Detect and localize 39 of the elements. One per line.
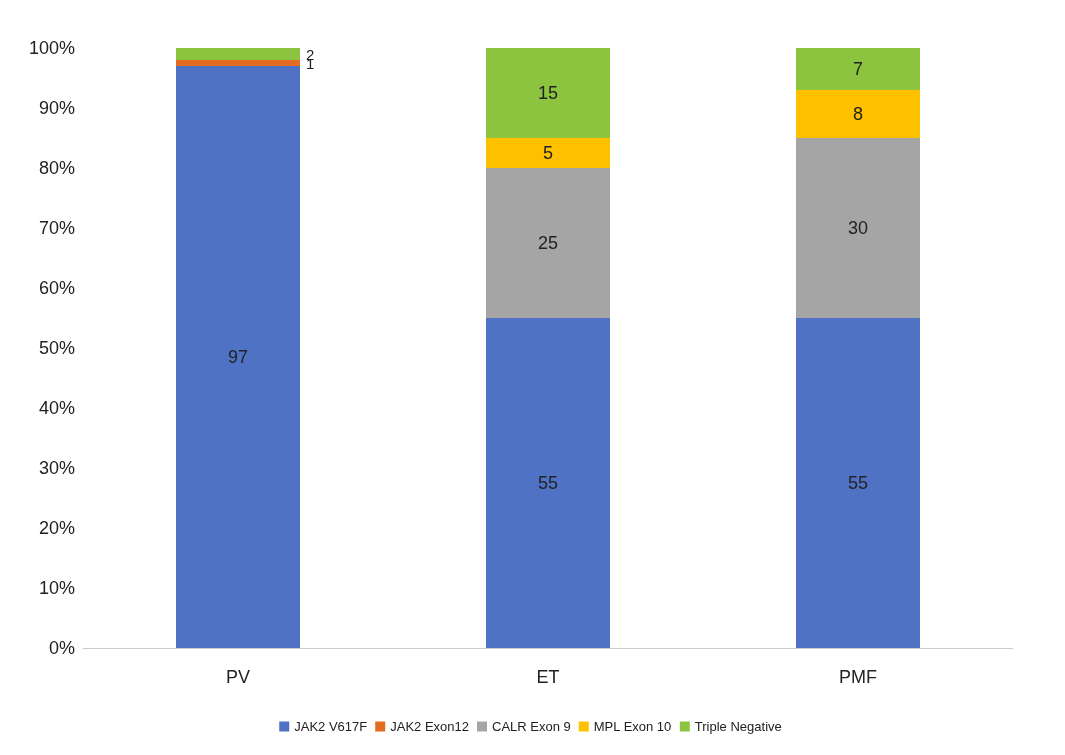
bar [796,90,920,138]
y-tick-label: 0% [48,638,75,658]
legend-label: JAK2 V617F [294,719,368,734]
legend-label: CALR Exon 9 [492,719,571,734]
x-tick-label: ET [536,667,560,687]
y-tick-label: 40% [38,398,75,418]
legend-label: MPL Exon 10 [593,719,672,734]
data-label: 30 [847,218,869,238]
y-tick-label: 20% [38,518,75,538]
data-label: 15 [537,83,559,103]
bar [796,138,920,318]
y-tick-label: 10% [38,578,75,598]
data-label: 55 [847,473,869,493]
bar [486,318,610,648]
x-tick-label: PMF [839,667,877,687]
data-label: 97 [227,347,249,367]
data-label: 55 [537,473,559,493]
bar [796,48,920,90]
bar [796,318,920,648]
bar [486,48,610,138]
y-tick-label: 70% [38,218,75,238]
legend-label: JAK2 Exon12 [390,719,470,734]
bar [176,66,300,648]
y-tick-label: 90% [38,98,75,118]
y-tick-label: 80% [38,158,75,178]
bar [176,60,300,66]
legend-label: Triple Negative [694,719,782,734]
x-tick-label: PV [225,667,251,687]
data-label: 7 [852,59,864,79]
y-tick-label: 30% [38,458,75,478]
bar [176,48,300,60]
y-tick-label: 50% [38,338,75,358]
y-tick-label: 100% [28,38,75,58]
bar [486,138,610,168]
data-label: 25 [537,233,559,253]
data-label: 8 [852,104,864,124]
data-label: 5 [542,143,554,163]
bar [486,168,610,318]
y-tick-label: 60% [38,278,75,298]
